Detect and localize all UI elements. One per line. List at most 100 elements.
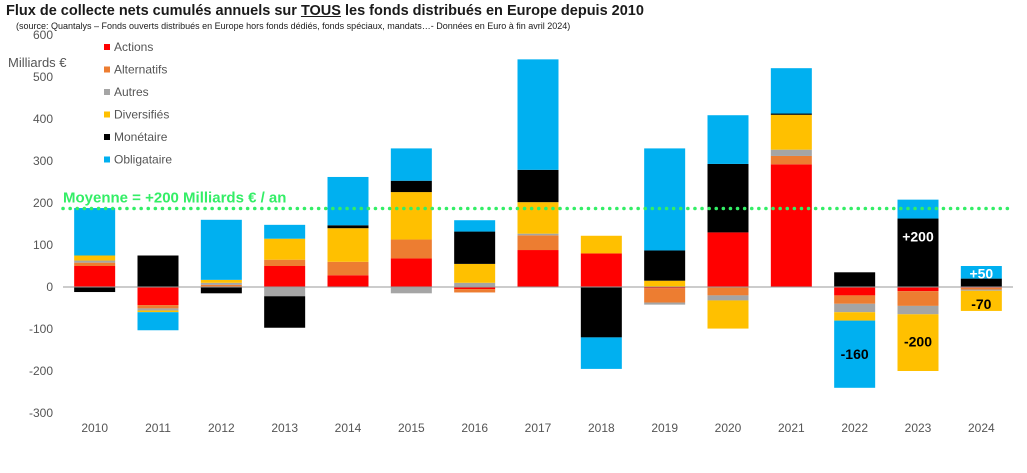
bar-segment — [770, 149, 812, 156]
bar-segment — [137, 287, 179, 306]
bar-segment — [517, 169, 559, 203]
y-tick-label: -200 — [29, 364, 53, 378]
bar-segment — [74, 260, 116, 263]
y-tick-label: -300 — [29, 406, 53, 420]
bar-annotation: -70 — [971, 296, 991, 312]
bar-segment — [454, 231, 496, 264]
y-tick-label: 200 — [33, 196, 53, 210]
bar-segment — [200, 279, 242, 283]
bar-segment — [834, 287, 876, 296]
bar-segment — [390, 192, 432, 240]
x-tick-label: 2022 — [841, 421, 868, 435]
legend-swatch — [104, 111, 110, 118]
bar-segment — [770, 155, 812, 165]
bar-segment — [454, 287, 496, 290]
legend-label: Actions — [114, 40, 153, 54]
bar-segment — [517, 235, 559, 251]
bar-segment — [960, 287, 1002, 290]
bar-segment — [137, 255, 179, 287]
legend-label: Autres — [114, 85, 149, 99]
bar-segment — [644, 287, 686, 289]
bar-segment — [644, 288, 686, 303]
y-tick-label: 0 — [46, 280, 53, 294]
bar-segment — [834, 312, 876, 321]
bar-segment — [960, 290, 1002, 311]
bar-segment — [264, 287, 306, 297]
legend-label: Diversifiés — [114, 108, 169, 122]
legend-swatch — [104, 44, 110, 50]
bar-annotation: +50 — [969, 266, 993, 282]
bar-segment — [960, 278, 1002, 287]
bar-segment — [707, 115, 749, 164]
bar-segment — [517, 233, 559, 236]
bar-segment — [644, 148, 686, 251]
bar-segment — [897, 218, 939, 287]
x-tick-label: 2021 — [778, 421, 805, 435]
x-tick-label: 2020 — [715, 421, 742, 435]
bar-segment — [390, 287, 432, 294]
bar-segment — [200, 219, 242, 280]
bar-segment — [327, 275, 369, 287]
bar-segment — [200, 282, 242, 285]
bar-segment — [770, 164, 812, 287]
bar-segment — [897, 314, 939, 371]
bar-segment — [707, 295, 749, 301]
bar-segment — [770, 114, 812, 150]
bar-segment — [264, 238, 306, 260]
bar-segment — [707, 300, 749, 329]
bar-segment — [200, 287, 242, 294]
legend-swatch — [104, 156, 110, 163]
legend-swatch — [104, 66, 110, 73]
bar-segment — [834, 272, 876, 287]
bar-segment — [454, 289, 496, 293]
bar-segment — [327, 261, 369, 276]
bar-segment — [264, 266, 306, 287]
y-axis-label: Milliards € — [8, 55, 67, 70]
x-tick-label: 2018 — [588, 421, 615, 435]
bar-segment — [327, 228, 369, 262]
bar-segment — [580, 337, 622, 369]
bar-segment — [264, 259, 306, 266]
bar-segment — [770, 113, 812, 115]
bar-segment — [137, 308, 179, 311]
legend-label: Obligataire — [114, 153, 172, 167]
x-tick-label: 2015 — [398, 421, 425, 435]
bar-segment — [834, 320, 876, 388]
bar-segment — [897, 291, 939, 306]
bar-segment — [264, 296, 306, 328]
bar-segment — [74, 262, 116, 266]
bar-segment — [74, 266, 116, 287]
bar-annotation: -160 — [841, 346, 869, 362]
x-tick-label: 2024 — [968, 421, 995, 435]
bar-segment — [580, 287, 622, 338]
bar-segment — [390, 258, 432, 287]
y-tick-label: 400 — [33, 112, 53, 126]
bar-annotation: +200 — [902, 229, 934, 245]
y-tick-label: 100 — [33, 238, 53, 252]
bar-segment — [454, 263, 496, 283]
x-tick-label: 2012 — [208, 421, 235, 435]
y-tick-label: -100 — [29, 322, 53, 336]
bar-segment — [644, 280, 686, 287]
legend-swatch — [104, 89, 110, 95]
bar-segment — [327, 176, 369, 226]
y-tick-label: 300 — [33, 154, 53, 168]
x-tick-label: 2011 — [145, 421, 171, 435]
bar-segment — [517, 59, 559, 170]
bar-segment — [580, 253, 622, 287]
bar-segment — [707, 232, 749, 287]
bar-segment — [390, 239, 432, 259]
bar-annotation: -200 — [904, 334, 932, 350]
y-tick-label: 600 — [33, 28, 53, 42]
x-tick-label: 2013 — [271, 421, 298, 435]
y-tick-label: 500 — [33, 70, 53, 84]
x-tick-label: 2010 — [81, 421, 108, 435]
legend-swatch — [104, 134, 110, 140]
bar-segment — [644, 302, 686, 305]
legend-label: Monétaire — [114, 130, 168, 144]
bar-segment — [770, 68, 812, 114]
bar-segment — [137, 305, 179, 309]
bar-segment — [834, 295, 876, 304]
legend-label: Alternatifs — [114, 63, 167, 77]
